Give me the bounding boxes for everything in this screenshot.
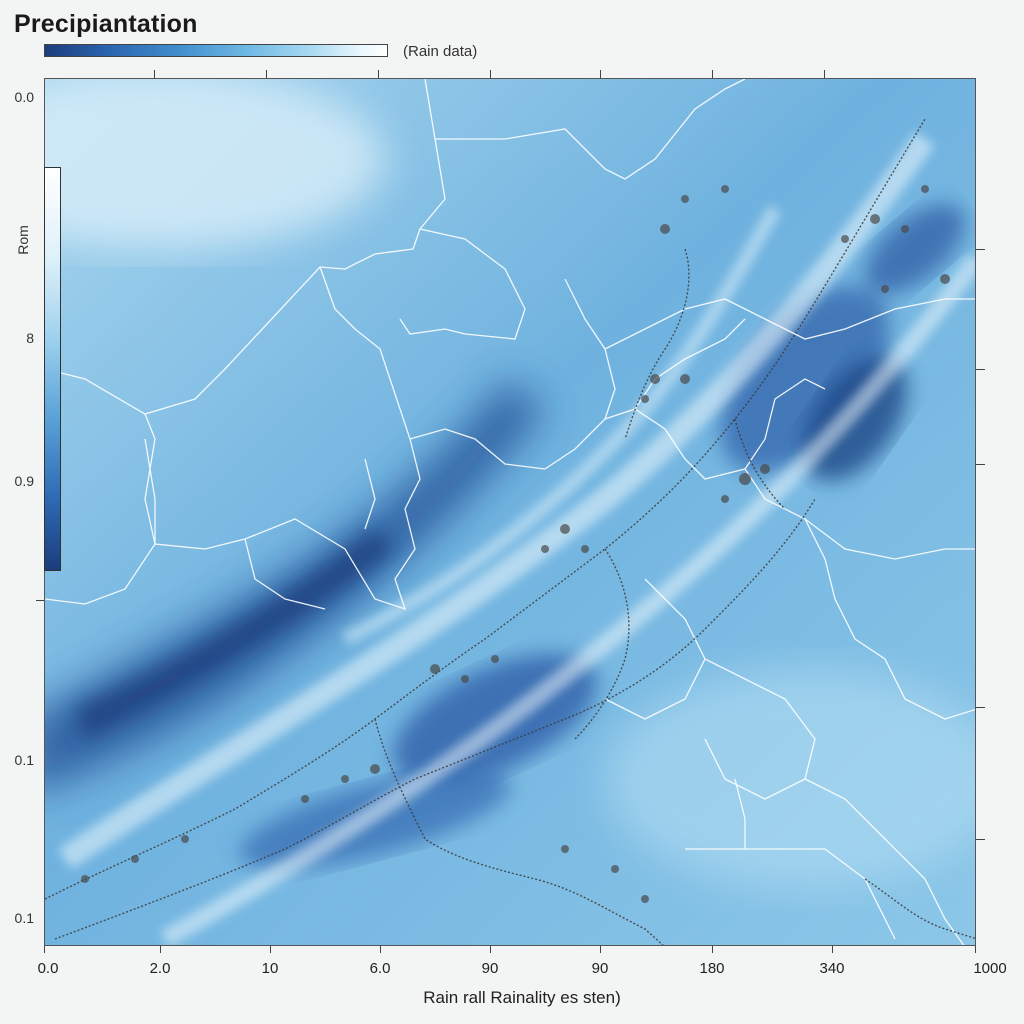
bottom-tick xyxy=(160,946,161,953)
bottom-tick xyxy=(975,946,976,953)
x-axis-label: 180 xyxy=(699,960,725,977)
precipitation-map[interactable] xyxy=(44,78,976,946)
map-canvas xyxy=(45,79,975,945)
x-axis-label: 10 xyxy=(261,960,279,977)
top-tick xyxy=(266,70,267,78)
top-tick xyxy=(378,70,379,78)
y-axis-label: 0.1 xyxy=(14,752,34,768)
region-borders xyxy=(45,79,975,945)
bottom-tick xyxy=(600,946,601,953)
top-tick xyxy=(712,70,713,78)
bottom-tick xyxy=(832,946,833,953)
heavy-rain-core xyxy=(75,529,395,739)
side-scale-label: Rom xyxy=(14,225,31,255)
right-tick xyxy=(976,464,985,465)
left-tick xyxy=(36,600,44,601)
map-title: Precipiantation xyxy=(14,10,198,38)
cloud-streak xyxy=(160,253,975,945)
right-tick xyxy=(976,369,985,370)
bottom-tick xyxy=(712,946,713,953)
x-axis-label: 6.0 xyxy=(369,960,391,977)
storm-cells xyxy=(81,185,950,903)
bottom-tick xyxy=(44,946,45,953)
top-tick xyxy=(490,70,491,78)
x-axis-label: 90 xyxy=(591,960,609,977)
pale-cloud-band xyxy=(605,669,975,889)
y-axis-label: 0.0 xyxy=(14,89,34,105)
rain-cell xyxy=(865,204,965,294)
right-tick xyxy=(976,707,985,708)
y-axis-label: 0.9 xyxy=(14,473,34,489)
x-axis-label: 340 xyxy=(819,960,845,977)
pale-cloud-band xyxy=(45,79,385,249)
cloud-streak xyxy=(58,132,935,869)
bottom-tick xyxy=(380,946,381,953)
top-tick xyxy=(824,70,825,78)
vertical-color-scale xyxy=(44,167,61,571)
x-axis-label: 2.0 xyxy=(149,960,171,977)
x-axis-label: 1000 xyxy=(973,960,1007,977)
y-axis-label: 8 xyxy=(26,330,34,346)
x-axis-title: Rain rall Rainality es sten) xyxy=(423,988,621,1007)
bottom-tick xyxy=(270,946,271,953)
y-axis-label: 0.1 xyxy=(14,910,34,926)
right-tick xyxy=(976,249,985,250)
bottom-tick xyxy=(490,946,491,953)
coastlines xyxy=(45,118,975,945)
color-scale-bar xyxy=(44,44,388,57)
right-tick xyxy=(976,839,985,840)
cloud-streak xyxy=(341,205,782,646)
color-scale-label: (Rain data) xyxy=(403,43,478,60)
top-tick xyxy=(154,70,155,78)
top-tick xyxy=(600,70,601,78)
x-axis-label: 0.0 xyxy=(37,960,59,977)
x-axis-label: 90 xyxy=(481,960,499,977)
